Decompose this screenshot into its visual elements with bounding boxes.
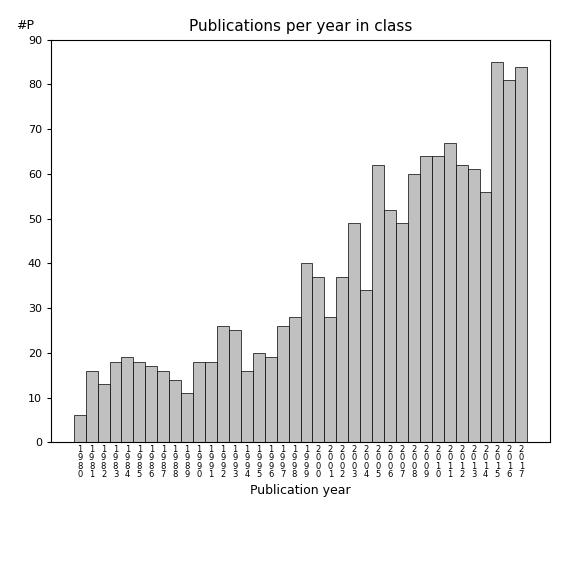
Bar [301,263,312,442]
Bar [205,362,217,442]
Bar [229,331,241,442]
Bar [336,277,348,442]
Bar [121,357,133,442]
Bar [265,357,277,442]
Title: Publications per year in class: Publications per year in class [189,19,412,35]
Bar [360,290,372,442]
Bar [181,393,193,442]
Bar [420,156,432,442]
Bar [372,165,384,442]
Bar [515,66,527,442]
Bar [503,80,515,442]
Bar [241,371,253,442]
Bar [169,380,181,442]
Bar [492,62,503,442]
Bar [480,192,492,442]
Bar [468,170,480,442]
Bar [98,384,109,442]
Bar [289,317,301,442]
Bar [217,326,229,442]
Bar [384,210,396,442]
Bar [253,353,265,442]
Bar [277,326,289,442]
Bar [396,223,408,442]
Bar [193,362,205,442]
Bar [133,362,145,442]
Bar [157,371,169,442]
Bar [408,174,420,442]
Bar [432,156,444,442]
Bar [456,165,468,442]
Bar [74,416,86,442]
Bar [348,223,360,442]
X-axis label: Publication year: Publication year [250,484,351,497]
Bar [145,366,157,442]
Text: #P: #P [16,19,34,32]
Bar [324,317,336,442]
Bar [86,371,98,442]
Bar [444,142,456,442]
Bar [312,277,324,442]
Bar [109,362,121,442]
